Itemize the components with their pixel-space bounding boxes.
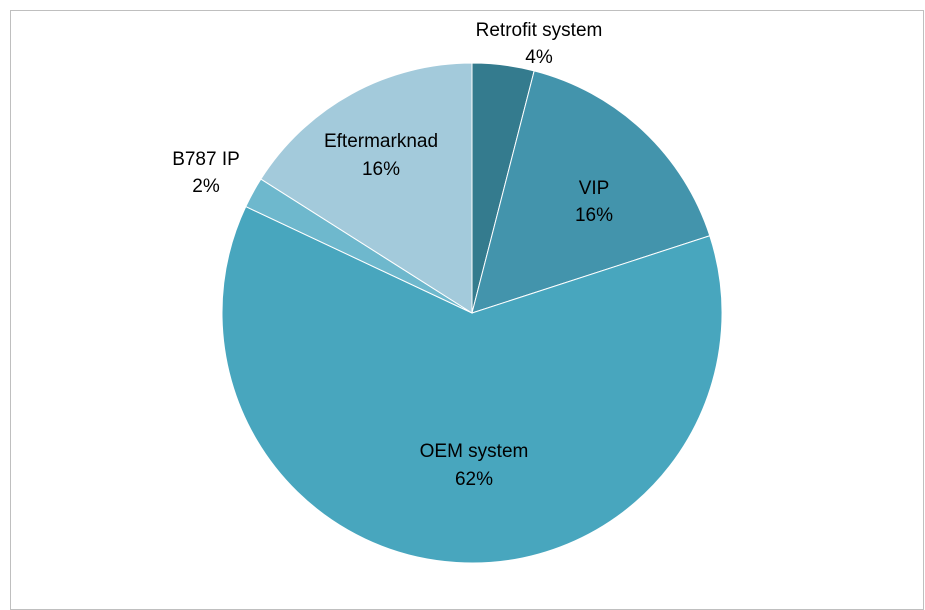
slice-label-percent: 62% bbox=[455, 469, 493, 490]
slice-label-name: B787 IP bbox=[172, 149, 240, 170]
pie-labels: Retrofit system 4% VIP 16% OEM system 62% B787… bbox=[172, 20, 613, 490]
pie-slices bbox=[221, 62, 723, 564]
slice-label-name: VIP bbox=[579, 178, 610, 199]
pie-slice-eftermarknad bbox=[260, 62, 473, 314]
slice-label-percent: 4% bbox=[525, 47, 553, 68]
slice-label-percent: 2% bbox=[192, 176, 220, 197]
slice-label-name: Retrofit system bbox=[476, 20, 603, 41]
slice-label-name: OEM system bbox=[420, 441, 529, 462]
slice-label-percent: 16% bbox=[362, 159, 400, 180]
slice-label-name: Eftermarknad bbox=[324, 131, 438, 152]
pie-slice-vip bbox=[471, 70, 711, 314]
pie-slice-oem-system bbox=[221, 205, 723, 564]
slice-label-percent: 16% bbox=[575, 205, 613, 226]
